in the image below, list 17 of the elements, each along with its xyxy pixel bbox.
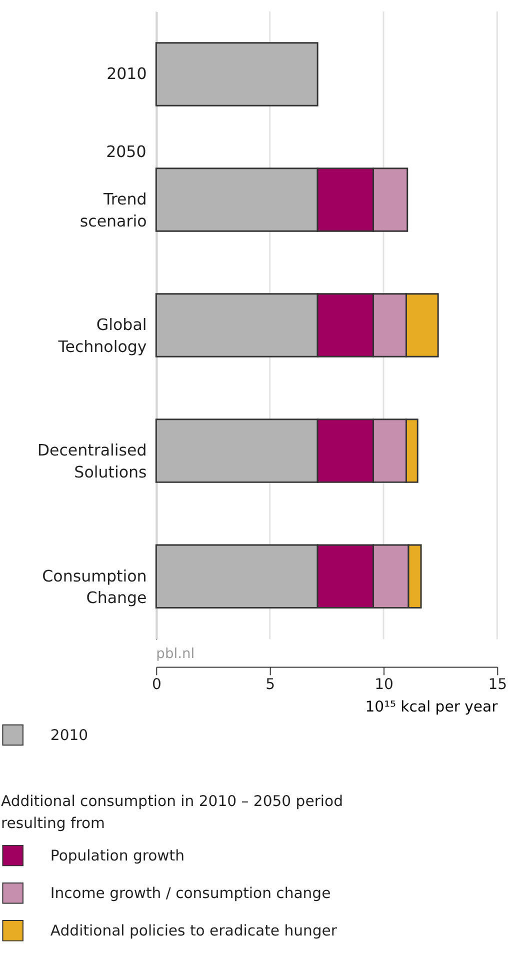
x-tick-label: 5 <box>266 676 276 694</box>
y-tick-label: Consumption Change <box>42 566 147 608</box>
text: pbl.nl <box>156 646 195 662</box>
x-tick-label: 0 <box>152 676 162 694</box>
legend-title: Additional consumption in 2010 – 2050 period resulting from <box>0 793 344 832</box>
y-tick-label: Trend scenario <box>80 190 147 230</box>
x-axis-title: 10¹⁵ kcal per year <box>365 698 499 716</box>
x-tick-label: 15 <box>488 676 508 694</box>
y-tick-label: 2010 <box>106 64 147 84</box>
legend-label: Income growth / consumption change <box>50 885 331 902</box>
bar <box>155 42 318 106</box>
x-tick-label: 10 <box>374 676 394 694</box>
y-tick-label: Global Technology <box>57 315 147 356</box>
text: 2050 <box>106 142 146 162</box>
legend-label: Population growth <box>50 848 184 865</box>
legend-label: Additional policies to eradicate hunger <box>50 922 338 940</box>
y-tick-label: Decentralised Solutions <box>37 440 147 482</box>
